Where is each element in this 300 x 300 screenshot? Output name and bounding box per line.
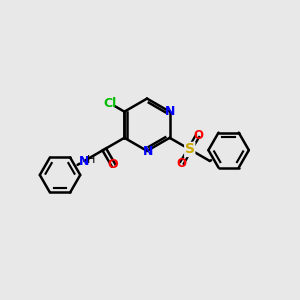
- Text: H: H: [87, 155, 95, 165]
- Text: Cl: Cl: [103, 97, 117, 110]
- Text: N: N: [165, 105, 175, 118]
- Text: N: N: [142, 145, 153, 158]
- Text: N: N: [78, 155, 89, 168]
- Text: O: O: [176, 157, 186, 170]
- Text: O: O: [193, 129, 203, 142]
- Text: S: S: [185, 142, 195, 156]
- Text: O: O: [108, 158, 118, 171]
